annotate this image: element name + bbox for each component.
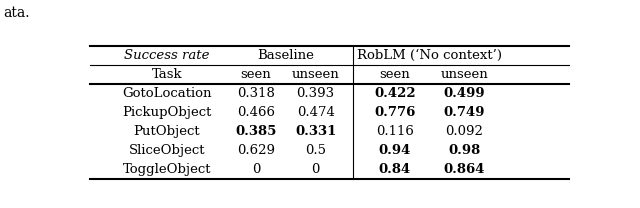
Text: 0.385: 0.385 — [236, 125, 276, 138]
Text: 0.629: 0.629 — [237, 144, 275, 157]
Text: PutObject: PutObject — [134, 125, 200, 138]
Text: Task: Task — [152, 68, 182, 81]
Text: Baseline: Baseline — [257, 49, 314, 62]
Text: 0.393: 0.393 — [296, 87, 335, 100]
Text: ata.: ata. — [3, 6, 29, 20]
Text: unseen: unseen — [292, 68, 339, 81]
Text: Success rate: Success rate — [124, 49, 209, 62]
Text: 0.5: 0.5 — [305, 144, 326, 157]
Text: ToggleObject: ToggleObject — [122, 163, 211, 176]
Text: 0.776: 0.776 — [374, 106, 415, 119]
Text: 0.116: 0.116 — [376, 125, 414, 138]
Text: GotoLocation: GotoLocation — [122, 87, 212, 100]
Text: 0.94: 0.94 — [379, 144, 411, 157]
Text: 0.422: 0.422 — [374, 87, 416, 100]
Text: PickupObject: PickupObject — [122, 106, 211, 119]
Text: 0.092: 0.092 — [445, 125, 483, 138]
Text: 0.318: 0.318 — [237, 87, 275, 100]
Text: 0: 0 — [252, 163, 260, 176]
Text: 0.98: 0.98 — [448, 144, 481, 157]
Text: SliceObject: SliceObject — [129, 144, 205, 157]
Text: 0.331: 0.331 — [295, 125, 336, 138]
Text: seen: seen — [241, 68, 271, 81]
Text: 0.474: 0.474 — [297, 106, 335, 119]
Text: seen: seen — [380, 68, 410, 81]
Text: unseen: unseen — [440, 68, 488, 81]
Text: 0.84: 0.84 — [379, 163, 411, 176]
Text: 0.749: 0.749 — [444, 106, 485, 119]
Text: 0.466: 0.466 — [237, 106, 275, 119]
Text: RobLM (‘No context’): RobLM (‘No context’) — [357, 49, 502, 62]
Text: 0: 0 — [312, 163, 320, 176]
Text: 0.864: 0.864 — [444, 163, 485, 176]
Text: 0.499: 0.499 — [444, 87, 485, 100]
